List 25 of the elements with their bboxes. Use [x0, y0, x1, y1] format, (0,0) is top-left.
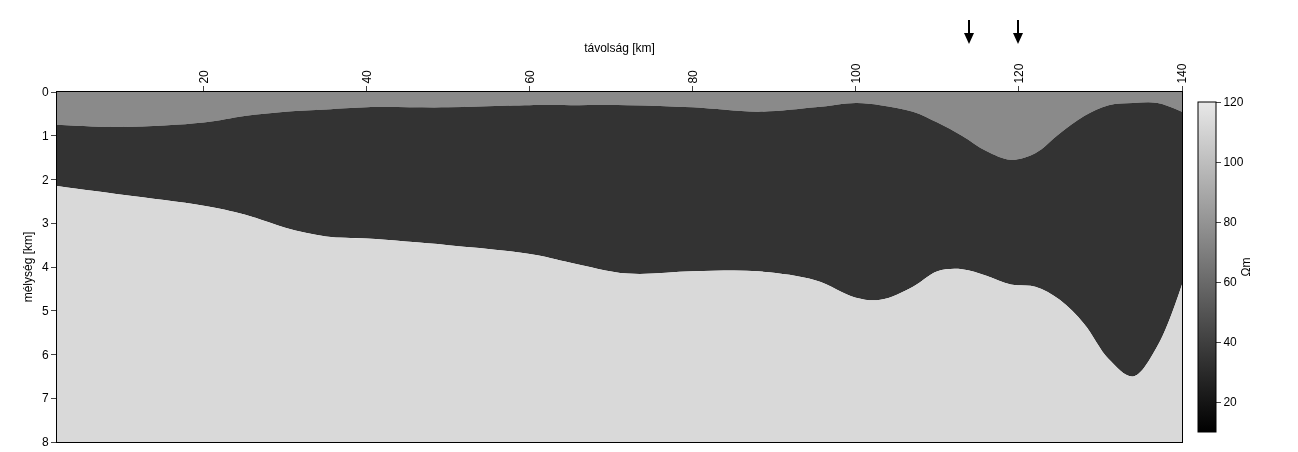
- x-tick-label: 140: [1174, 63, 1189, 84]
- x-tick-label: 60: [522, 69, 537, 84]
- x-tick-label: 20: [196, 69, 211, 84]
- x-tick-label: 40: [359, 69, 374, 84]
- x-tick-label: 120: [1011, 63, 1026, 84]
- x-axis-title: távolság [km]: [584, 40, 655, 55]
- color-bar-label: 60: [1223, 275, 1238, 290]
- y-tick-label: 1: [41, 128, 49, 143]
- y-tick-label: 5: [41, 303, 49, 318]
- color-bar-label: 120: [1223, 95, 1244, 110]
- y-tick-label: 6: [41, 347, 49, 362]
- x-tick-label: 100: [848, 63, 863, 84]
- color-bar-label: 20: [1223, 395, 1238, 410]
- color-bar-label: 100: [1223, 155, 1244, 170]
- color-bar-title: Ωm: [1239, 257, 1254, 277]
- y-tick-label: 0: [41, 85, 49, 100]
- y-tick-label: 8: [41, 435, 49, 450]
- y-axis-title: mélység [km]: [21, 231, 36, 303]
- y-tick-label: 3: [41, 216, 49, 231]
- y-tick-label: 7: [41, 391, 49, 406]
- color-bar-label: 80: [1223, 215, 1238, 230]
- x-tick-label: 80: [685, 69, 700, 84]
- y-tick-label: 2: [41, 172, 49, 187]
- y-tick-label: 4: [41, 260, 49, 275]
- color-bar-label: 40: [1223, 335, 1238, 350]
